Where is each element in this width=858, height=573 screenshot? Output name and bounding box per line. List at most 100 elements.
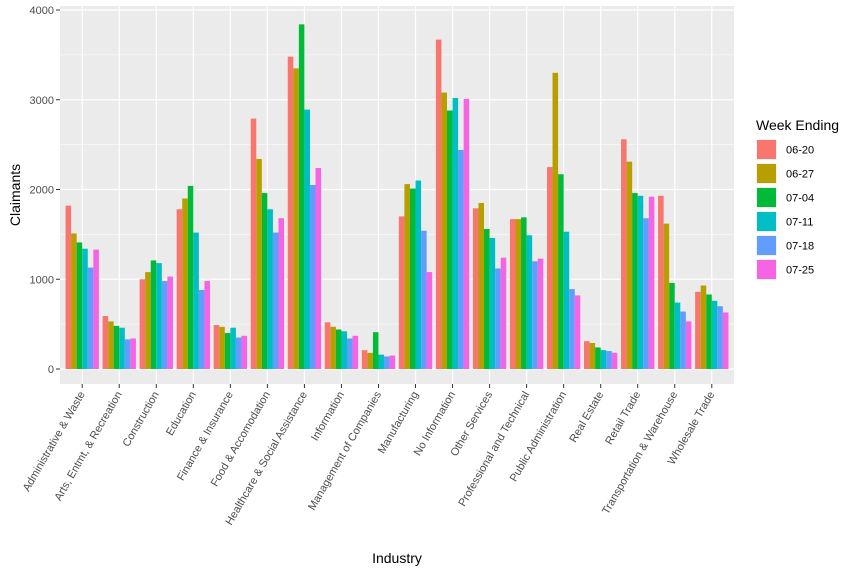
bar-06-20-7 [324, 322, 331, 369]
bar-07-25-16 [685, 321, 692, 369]
bar-07-18-11 [495, 268, 501, 369]
bar-07-18-13 [569, 289, 575, 369]
bar-07-11-9 [415, 180, 422, 369]
legend-title: Week Ending [756, 117, 839, 133]
bar-07-25-6 [315, 167, 322, 369]
bar-07-25-11 [500, 257, 507, 369]
bar-06-27-7 [330, 326, 336, 369]
bar-07-25-13 [574, 295, 581, 369]
bar-06-20-14 [584, 341, 590, 369]
bar-06-27-13 [552, 72, 559, 369]
bar-07-04-1 [113, 325, 120, 369]
bar-07-04-10 [446, 110, 453, 370]
bar-07-18-10 [458, 150, 464, 369]
bar-06-20-0 [65, 205, 72, 369]
bars [65, 24, 729, 370]
bar-06-20-11 [472, 208, 479, 369]
legend-label: 07-25 [786, 265, 814, 277]
bar-07-11-13 [563, 231, 570, 369]
legend-key-07-25 [757, 260, 776, 279]
bar-07-04-9 [409, 188, 416, 369]
bar-07-04-3 [187, 185, 194, 369]
bar-07-04-13 [558, 174, 564, 369]
y-tick-label: 1000 [30, 274, 54, 286]
y-tick-label: 3000 [30, 95, 54, 107]
bar-06-20-6 [287, 56, 294, 370]
legend-label: 07-11 [786, 217, 813, 229]
bar-07-11-10 [452, 97, 459, 369]
bar-06-27-1 [108, 321, 114, 369]
y-axis: 0 1000 2000 3000 4000 [30, 5, 60, 376]
bar-06-27-17 [700, 285, 707, 369]
bar-07-04-11 [484, 228, 490, 369]
bar-06-20-10 [435, 39, 442, 370]
bar-06-27-8 [367, 352, 373, 369]
bar-07-11-4 [230, 327, 236, 369]
bar-07-11-2 [156, 263, 162, 369]
bar-07-25-9 [426, 272, 433, 369]
x-axis-title: Industry [372, 550, 422, 566]
bar-07-11-1 [119, 327, 125, 369]
bar-07-25-15 [648, 196, 655, 369]
bar-06-20-9 [398, 216, 405, 369]
bar-06-27-12 [515, 219, 522, 369]
bar-07-25-8 [389, 355, 396, 369]
bar-07-04-7 [335, 329, 342, 369]
legend-key-06-20 [757, 140, 776, 159]
bar-07-04-5 [261, 193, 268, 369]
bar-06-27-16 [663, 223, 670, 369]
y-tick-label: 0 [48, 364, 54, 376]
bar-06-20-13 [546, 167, 553, 369]
y-axis-title: Claimants [7, 164, 23, 226]
bar-07-25-3 [204, 281, 210, 369]
bar-06-27-3 [182, 198, 188, 369]
bar-07-18-17 [717, 306, 723, 369]
bar-07-04-15 [632, 193, 638, 369]
bar-07-18-0 [87, 267, 94, 369]
bar-07-11-5 [267, 209, 273, 369]
legend-key-07-18 [757, 236, 776, 255]
bar-07-04-6 [298, 24, 305, 370]
bar-06-27-2 [145, 272, 151, 369]
bar-07-04-14 [595, 347, 601, 369]
bar-07-18-4 [235, 337, 242, 369]
bar-07-11-6 [304, 109, 310, 369]
bar-07-04-12 [521, 217, 527, 369]
bar-07-18-5 [272, 232, 279, 369]
bar-06-20-1 [102, 316, 109, 369]
bar-07-11-7 [341, 331, 348, 369]
legend-label: 06-20 [786, 145, 814, 157]
bar-07-04-0 [76, 242, 83, 369]
bar-06-27-4 [219, 326, 225, 369]
bar-06-20-2 [139, 279, 146, 369]
bar-07-11-3 [193, 232, 199, 369]
legend-label: 06-27 [786, 169, 814, 181]
bar-07-11-8 [378, 354, 385, 369]
legend: Week Ending 06-20 06-27 07-04 07-11 07-18 07-… [756, 117, 839, 280]
bar-06-27-9 [404, 184, 410, 369]
legend-label: 07-18 [786, 241, 814, 253]
bar-06-20-8 [361, 350, 368, 369]
bar-07-18-9 [421, 230, 427, 369]
bar-06-20-17 [695, 291, 701, 369]
bar-07-11-14 [600, 350, 607, 369]
bar-07-18-3 [198, 290, 205, 369]
bar-07-18-7 [347, 338, 353, 369]
bar-07-25-2 [167, 276, 173, 369]
bar-06-27-11 [478, 202, 485, 369]
bar-07-04-16 [669, 282, 675, 369]
legend-key-06-27 [757, 164, 776, 183]
bar-07-11-15 [637, 195, 644, 369]
bar-06-20-16 [658, 195, 664, 369]
bar-07-04-4 [224, 333, 231, 369]
bar-07-18-12 [532, 261, 538, 369]
bar-07-18-16 [680, 311, 686, 369]
bar-07-18-14 [606, 351, 612, 369]
bar-06-27-15 [626, 161, 633, 369]
legend-key-07-04 [757, 188, 776, 207]
bar-06-20-4 [213, 325, 220, 369]
bar-07-18-1 [124, 339, 131, 369]
y-tick-label: 2000 [30, 185, 54, 197]
bar-06-27-0 [71, 233, 77, 369]
